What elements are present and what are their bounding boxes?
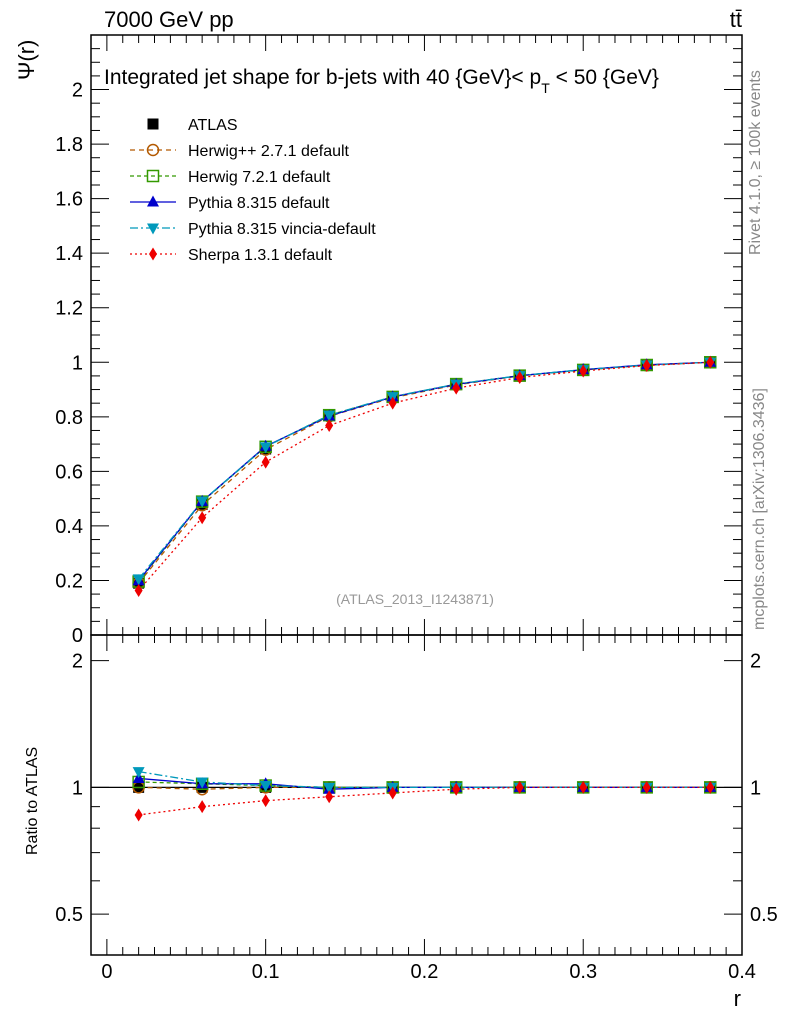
series-marker — [132, 574, 145, 586]
legend-label: Pythia 8.315 vincia-default — [188, 221, 376, 238]
ratio-series-marker — [515, 780, 524, 794]
ratio-y-tick-label: 2 — [72, 651, 83, 673]
legend-marker — [147, 223, 159, 235]
ratio-y-tick-label-right: 2 — [750, 651, 761, 673]
series-marker — [388, 396, 397, 410]
y-tick-label: 0.8 — [55, 407, 83, 429]
ratio-y-axis-label: Ratio to ATLAS — [24, 747, 41, 855]
y-axis-label: Ψ(r) — [14, 40, 39, 80]
ratio-series-marker — [642, 780, 651, 794]
series-line — [138, 361, 711, 582]
x-tick-label: 0.3 — [569, 961, 597, 983]
series-marker — [261, 455, 270, 469]
ratio-series-marker — [452, 782, 461, 796]
legend-marker — [146, 143, 160, 157]
y-tick-label: 0.2 — [55, 570, 83, 592]
ratio-y-tick-label: 1 — [72, 777, 83, 799]
legend-label: Herwig++ 2.7.1 default — [188, 143, 350, 160]
x-tick-label: 0.4 — [728, 961, 756, 983]
series-marker — [196, 496, 209, 508]
legend-marker — [149, 247, 157, 261]
x-axis-label: r — [734, 986, 741, 1011]
legend-label: Sherpa 1.3.1 default — [188, 247, 333, 264]
ratio-series-marker — [198, 800, 207, 814]
legend-marker — [146, 169, 160, 183]
legend-marker — [147, 195, 159, 207]
series-marker — [706, 355, 715, 369]
y-tick-label: 0.4 — [55, 516, 83, 538]
series-marker — [325, 419, 334, 433]
legend: ATLAS Herwig++ 2.7.1 default Herwig 7.2.1 … — [130, 117, 376, 264]
y-tick-label: 1.2 — [55, 298, 83, 320]
y-tick-label: 0 — [72, 625, 83, 647]
main-axis-ticks: 0 0.2 0.4 0.6 0.8 1 1.2 1.4 1.6 1.8 2 — [55, 35, 743, 647]
ratio-series-marker — [259, 781, 272, 793]
ratio-series-line — [138, 786, 711, 816]
ratio-series-marker — [579, 780, 588, 794]
ratio-y-tick-label-right: 0.5 — [750, 904, 778, 926]
y-tick-label: 1.8 — [55, 134, 83, 156]
energy-label: 7000 GeV pp — [104, 7, 234, 32]
series-line — [138, 361, 711, 582]
chart-title: Integrated jet shape for b-jets with 40 … — [104, 66, 659, 96]
ratio-series-marker — [706, 780, 715, 794]
ratio-axis-ticks: 0 0.1 0.2 0.3 0.4 0.5 0.5 1 1 2 2 — [55, 635, 778, 983]
y-tick-label: 1.6 — [55, 189, 83, 211]
legend-label: Herwig 7.2.1 default — [188, 169, 331, 186]
y-tick-label: 0.6 — [55, 461, 83, 483]
series-marker — [198, 511, 207, 525]
ratio-y-tick-label-right: 1 — [750, 777, 761, 799]
legend-label: ATLAS — [188, 117, 238, 134]
x-tick-label: 0 — [101, 961, 112, 983]
series-marker — [579, 364, 588, 378]
chart-title-subscript: T — [541, 80, 550, 96]
series-marker — [515, 371, 524, 385]
chart-title-main: Integrated jet shape for b-jets with 40 … — [104, 66, 541, 89]
series-marker — [642, 359, 651, 373]
main-series-layer — [132, 355, 717, 598]
process-label: tt̄ — [730, 7, 742, 32]
series-marker — [259, 442, 272, 454]
ratio-series-marker — [323, 782, 336, 794]
ratio-series-marker — [134, 808, 143, 822]
ratio-series-marker — [132, 767, 145, 779]
series-marker — [452, 381, 461, 395]
ratio-series-layer — [132, 767, 717, 822]
ratio-series-marker — [196, 777, 209, 789]
ratio-series-marker — [261, 794, 270, 808]
url-label: mcplots.cern.ch [arXiv:1306.3436] — [751, 388, 768, 630]
y-tick-label: 1 — [72, 352, 83, 374]
ratio-series-line — [138, 770, 711, 789]
ratio-series-marker — [388, 786, 397, 800]
ratio-y-tick-label: 0.5 — [55, 904, 83, 926]
legend-label: Pythia 8.315 default — [188, 195, 330, 212]
y-tick-label: 1.4 — [55, 243, 83, 265]
series-marker — [134, 584, 143, 598]
series-line — [138, 361, 711, 580]
x-tick-label: 0.2 — [411, 961, 439, 983]
x-tick-label: 0.1 — [252, 961, 280, 983]
chart-title-tail: < 50 {GeV} — [550, 66, 659, 89]
legend-marker — [147, 118, 159, 130]
series-marker — [323, 410, 336, 422]
rivet-label: Rivet 4.1.0, ≥ 100k events — [747, 70, 764, 255]
analysis-label: (ATLAS_2013_I1243871) — [336, 591, 494, 607]
ratio-series-marker — [325, 790, 334, 804]
series-line — [138, 361, 711, 591]
y-tick-label: 2 — [72, 80, 83, 102]
series-line — [138, 361, 711, 584]
ratio-plot-frame — [90, 634, 743, 956]
